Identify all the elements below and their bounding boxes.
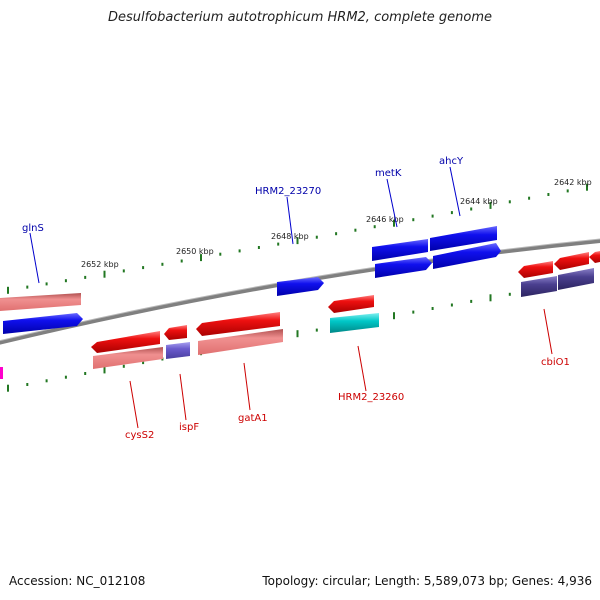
leader-metK bbox=[386, 178, 398, 228]
gene-cysS2-light bbox=[93, 347, 163, 369]
inner-tick-marks bbox=[7, 276, 588, 392]
tick-mark bbox=[335, 232, 338, 236]
tick-mark bbox=[528, 196, 531, 200]
gene-ahcY[interactable] bbox=[433, 243, 501, 269]
tick-mark bbox=[277, 242, 280, 246]
tick-label-2642: 2642 kbp bbox=[554, 178, 592, 187]
tick-mark bbox=[315, 328, 318, 332]
tick-mark bbox=[122, 364, 125, 368]
tick-mark bbox=[450, 303, 453, 307]
tick-mark bbox=[257, 246, 260, 249]
gene-edge-magenta bbox=[0, 367, 3, 379]
gene-cbiO1[interactable] bbox=[521, 276, 557, 297]
tick-mark bbox=[393, 219, 395, 227]
tick-mark bbox=[508, 292, 511, 296]
tick-mark bbox=[64, 279, 67, 283]
tick-mark bbox=[7, 286, 9, 294]
leader-HRM2_23260 bbox=[357, 345, 367, 392]
tick-mark bbox=[84, 372, 87, 375]
label-glnS: glnS bbox=[22, 223, 44, 234]
leader-ispF bbox=[179, 373, 187, 421]
tick-mark bbox=[354, 228, 357, 232]
label-cysS2: cysS2 bbox=[125, 430, 154, 441]
tick-mark bbox=[508, 200, 511, 204]
tick-mark bbox=[219, 252, 222, 256]
tick-mark bbox=[431, 307, 434, 310]
tick-mark bbox=[586, 183, 588, 191]
label-metK: metK bbox=[375, 168, 402, 179]
tick-mark bbox=[142, 361, 145, 365]
gene-HRM2_23270[interactable] bbox=[277, 277, 324, 296]
gene-metK[interactable] bbox=[375, 257, 432, 278]
tick-mark bbox=[122, 269, 125, 273]
tick-mark bbox=[84, 275, 87, 279]
leader-glnS bbox=[29, 232, 40, 284]
gene-HRM2_23260[interactable] bbox=[330, 313, 379, 333]
tick-mark bbox=[200, 254, 202, 262]
tick-label-2646: 2646 kbp bbox=[366, 215, 404, 224]
tick-mark bbox=[161, 262, 164, 266]
gene-glnS-light bbox=[0, 293, 81, 311]
gene-gatA1[interactable] bbox=[196, 312, 280, 336]
gene-glnS[interactable] bbox=[3, 313, 83, 334]
leader-ahcY bbox=[449, 166, 461, 217]
gene-cbiO1-purple-2[interactable] bbox=[558, 268, 594, 290]
tick-mark bbox=[412, 218, 415, 222]
gene-gatA1-light bbox=[198, 329, 283, 355]
tick-mark bbox=[45, 379, 48, 383]
gene-ispF-red[interactable] bbox=[164, 325, 187, 340]
tick-mark bbox=[7, 384, 9, 392]
gene-cysS2[interactable] bbox=[91, 331, 160, 353]
tick-mark bbox=[393, 312, 395, 320]
tick-mark bbox=[489, 294, 492, 302]
tick-mark bbox=[103, 366, 106, 374]
tick-label-2644: 2644 kbp bbox=[460, 197, 498, 206]
gene-metK-top[interactable] bbox=[372, 239, 428, 261]
leader-gatA1 bbox=[243, 362, 251, 411]
tick-mark bbox=[470, 207, 473, 211]
gene-cbiO1-red-2[interactable] bbox=[554, 252, 589, 270]
map-title: Desulfobacterium autotrophicum HRM2, com… bbox=[107, 10, 493, 25]
leader-cysS2 bbox=[129, 380, 139, 429]
accession-text: Accession: NC_012108 bbox=[9, 574, 146, 588]
tick-mark bbox=[64, 375, 67, 379]
gene-ahcY-top[interactable] bbox=[430, 226, 497, 251]
tick-mark bbox=[566, 189, 569, 193]
tick-mark bbox=[547, 193, 550, 196]
label-ahcY: ahcY bbox=[439, 156, 464, 167]
tick-mark bbox=[142, 266, 145, 270]
tick-mark bbox=[45, 282, 48, 286]
tick-mark bbox=[296, 330, 299, 338]
tick-mark bbox=[431, 214, 434, 218]
genome-summary-text: Topology: circular; Length: 5,589,073 bp… bbox=[262, 574, 592, 588]
tick-mark bbox=[450, 211, 453, 215]
tick-mark bbox=[412, 310, 415, 314]
gene-cbiO1-red-3[interactable] bbox=[589, 251, 600, 263]
label-ispF: ispF bbox=[179, 422, 199, 433]
tick-label-2648: 2648 kbp bbox=[271, 232, 309, 241]
tick-mark bbox=[180, 259, 183, 263]
gene-ispF[interactable] bbox=[166, 342, 190, 359]
tick-mark bbox=[470, 299, 473, 303]
label-HRM2_23270: HRM2_23270 bbox=[255, 186, 321, 197]
tick-label-2652: 2652 kbp bbox=[81, 260, 119, 269]
label-gatA1: gatA1 bbox=[238, 413, 268, 424]
outer-tick-marks bbox=[7, 183, 588, 294]
gene-cbiO1-red-1[interactable] bbox=[518, 261, 553, 278]
leader-cbiO1 bbox=[543, 308, 553, 355]
tick-label-2650: 2650 kbp bbox=[176, 247, 214, 256]
tick-mark bbox=[315, 235, 318, 239]
tick-mark bbox=[26, 383, 29, 386]
tick-mark bbox=[489, 201, 492, 209]
tick-mark bbox=[103, 270, 106, 278]
leader-HRM2_23270 bbox=[286, 196, 294, 245]
gene-HRM2_23260-red[interactable] bbox=[328, 295, 374, 313]
tick-mark bbox=[296, 237, 299, 245]
label-HRM2_23260: HRM2_23260 bbox=[338, 392, 404, 403]
label-cbiO1: cbiO1 bbox=[541, 357, 570, 368]
tick-mark bbox=[238, 249, 241, 253]
tick-mark bbox=[373, 225, 376, 229]
tick-mark bbox=[26, 285, 29, 289]
